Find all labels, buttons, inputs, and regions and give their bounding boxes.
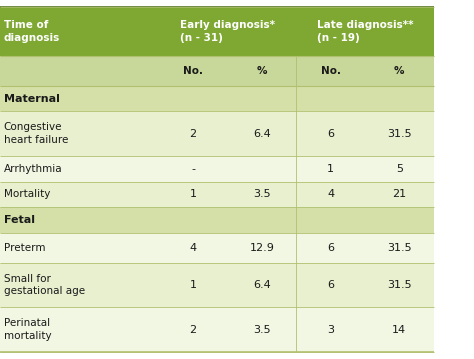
Text: 31.5: 31.5 bbox=[387, 243, 411, 253]
Bar bbox=[0, 233, 434, 262]
Text: %: % bbox=[394, 66, 405, 76]
Text: 6: 6 bbox=[327, 129, 334, 139]
Text: 1: 1 bbox=[190, 190, 197, 199]
Bar bbox=[0, 207, 434, 233]
Text: %: % bbox=[256, 66, 267, 76]
Text: 3: 3 bbox=[327, 325, 334, 335]
Text: 2: 2 bbox=[190, 129, 197, 139]
Bar bbox=[0, 182, 434, 207]
Bar bbox=[0, 307, 434, 352]
Text: Small for
gestational age: Small for gestational age bbox=[4, 274, 85, 296]
Text: 6: 6 bbox=[327, 243, 334, 253]
Text: 3.5: 3.5 bbox=[253, 325, 271, 335]
Text: 14: 14 bbox=[392, 325, 406, 335]
Text: Preterm: Preterm bbox=[4, 243, 46, 253]
Text: 6: 6 bbox=[327, 280, 334, 290]
Text: 3.5: 3.5 bbox=[253, 190, 271, 199]
Text: 2: 2 bbox=[190, 325, 197, 335]
Text: 1: 1 bbox=[190, 280, 197, 290]
Text: No.: No. bbox=[183, 66, 203, 76]
Bar bbox=[0, 262, 434, 307]
Text: 31.5: 31.5 bbox=[387, 129, 411, 139]
Bar bbox=[0, 111, 434, 156]
Text: 6.4: 6.4 bbox=[253, 280, 271, 290]
Text: Maternal: Maternal bbox=[4, 93, 60, 103]
Text: 21: 21 bbox=[392, 190, 406, 199]
Bar bbox=[0, 156, 434, 182]
Text: 12.9: 12.9 bbox=[249, 243, 274, 253]
Text: Time of
diagnosis: Time of diagnosis bbox=[4, 20, 60, 43]
Text: -: - bbox=[191, 164, 195, 174]
Text: No.: No. bbox=[320, 66, 341, 76]
Text: 4: 4 bbox=[327, 190, 334, 199]
Bar bbox=[0, 86, 434, 111]
Text: 31.5: 31.5 bbox=[387, 280, 411, 290]
Text: 6.4: 6.4 bbox=[253, 129, 271, 139]
Text: 5: 5 bbox=[396, 164, 403, 174]
Text: Perinatal
mortality: Perinatal mortality bbox=[4, 318, 51, 341]
Text: Fetal: Fetal bbox=[4, 215, 35, 225]
Text: Early diagnosis*
(n - 31): Early diagnosis* (n - 31) bbox=[180, 20, 275, 43]
Text: 4: 4 bbox=[190, 243, 197, 253]
Text: Late diagnosis**
(n - 19): Late diagnosis** (n - 19) bbox=[317, 20, 413, 43]
Bar bbox=[0, 56, 434, 86]
Text: Arrhythmia: Arrhythmia bbox=[4, 164, 63, 174]
Text: Mortality: Mortality bbox=[4, 190, 50, 199]
Text: 1: 1 bbox=[327, 164, 334, 174]
Bar bbox=[0, 7, 434, 56]
Text: Congestive
heart failure: Congestive heart failure bbox=[4, 122, 68, 145]
